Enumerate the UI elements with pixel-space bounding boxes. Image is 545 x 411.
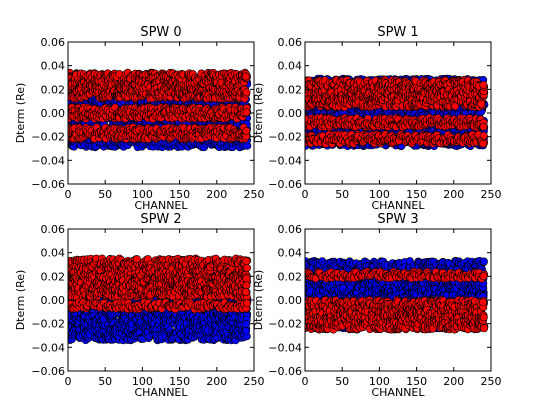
- data-point: [241, 72, 250, 81]
- subplot-spw-1: SPW 1 CHANNEL Dterm (Re) 0 50 100 150 200 250…: [252, 25, 502, 212]
- x-tick-label: 50: [98, 188, 112, 201]
- y-axis-label: Dterm (Re): [252, 83, 265, 144]
- y-axis-label: Dterm (Re): [14, 83, 27, 144]
- x-tick-label: 150: [169, 188, 190, 201]
- data-point: [479, 80, 488, 89]
- y-tick-label: 0.06: [41, 36, 66, 49]
- y-tick-label: 0.02: [41, 83, 66, 96]
- x-axis-label: CHANNEL: [371, 199, 425, 212]
- subplot-title: SPW 0: [140, 25, 181, 40]
- x-tick-label: 0: [65, 188, 72, 201]
- subplot-spw-0: SPW 0 CHANNEL Dterm (Re) 0 50 100 150 200 250…: [14, 25, 265, 212]
- scatter-series: [68, 68, 252, 144]
- data-point: [242, 88, 251, 97]
- y-tick-label: 0.04: [41, 60, 66, 73]
- y-tick-label: 0.00: [41, 107, 66, 120]
- x-axis-label: CHANNEL: [134, 199, 188, 212]
- y-tick-label: −0.04: [31, 154, 65, 167]
- plot-area: [305, 74, 489, 151]
- plot-area: [68, 68, 252, 152]
- y-tick-label: −0.02: [31, 131, 65, 144]
- subplot-title: SPW 1: [377, 25, 418, 40]
- x-tick-label: 200: [206, 188, 227, 201]
- data-point: [242, 108, 251, 117]
- data-point: [477, 99, 486, 108]
- data-point: [242, 126, 251, 135]
- x-tick-label: 250: [244, 188, 265, 201]
- x-tick-label: 100: [132, 188, 153, 201]
- y-tick-label: −0.06: [31, 178, 65, 191]
